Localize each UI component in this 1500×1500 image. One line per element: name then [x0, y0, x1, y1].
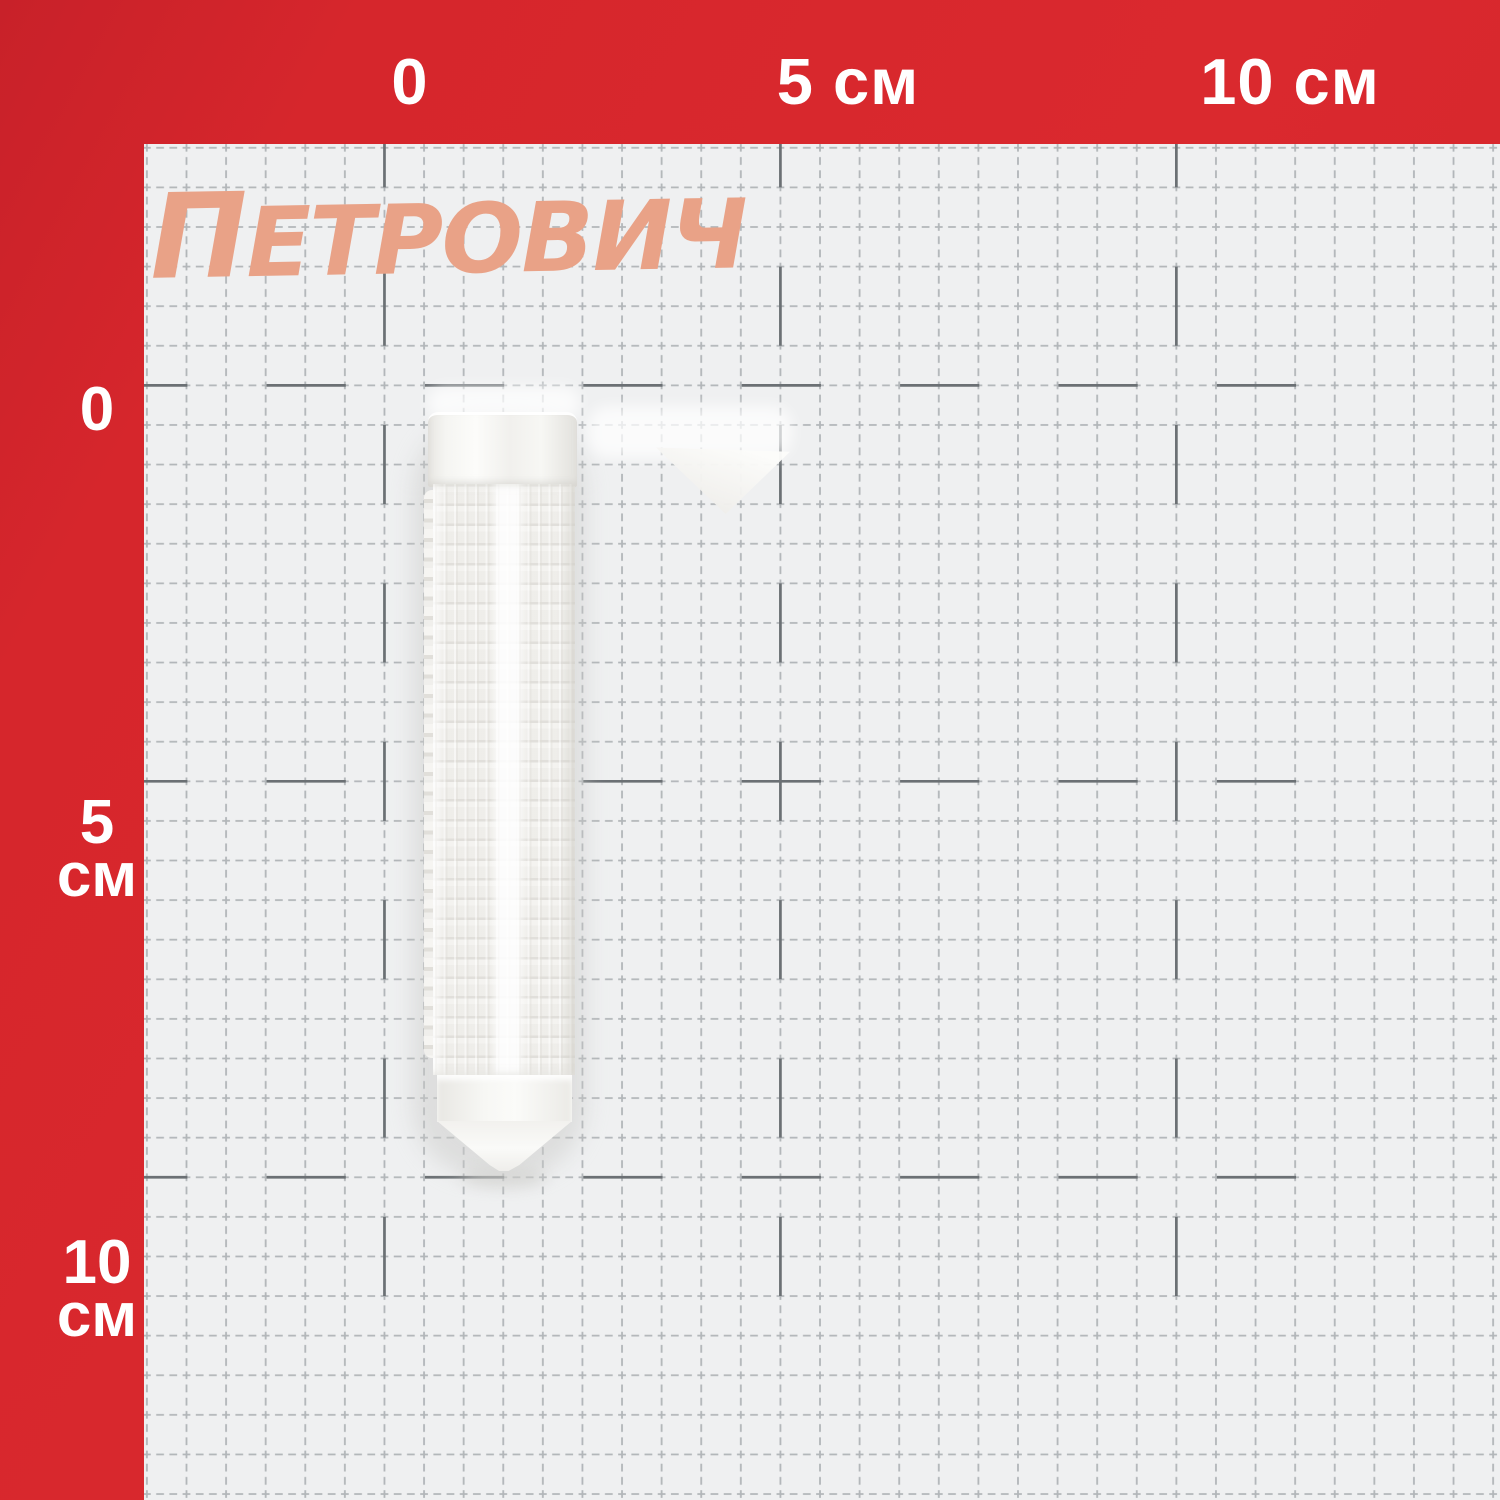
major-grid-lines: [144, 144, 1370, 1370]
ruler-number: 5: [79, 788, 115, 857]
wall-plug-tip-shadow: [462, 1166, 546, 1188]
measurement-grid: [144, 144, 1500, 1500]
ruler-label-left-0: 0: [79, 375, 115, 444]
ruler-label-left-10cm: 10 см: [56, 1228, 138, 1350]
wall-plug-collar: [428, 412, 577, 487]
ruler-label-top-10cm: 10 см: [1200, 45, 1380, 118]
wall-plug-ribbed-body: [433, 484, 575, 1075]
fine-grid-lines: [144, 144, 1500, 1500]
ruler-unit: см: [56, 841, 138, 910]
wall-plug-neck: [437, 1075, 572, 1122]
ruler-unit: см: [56, 1281, 138, 1350]
ruler-number: 10: [62, 1228, 132, 1297]
ruler-number: 0: [79, 375, 115, 444]
ruler-label-left-5cm: 5 см: [56, 788, 138, 910]
brand-logo: ПЕТРОВИЧ: [148, 167, 748, 306]
ruler-label-top-5cm: 5 см: [776, 45, 920, 118]
ruler-label-top-0: 0: [391, 45, 429, 118]
